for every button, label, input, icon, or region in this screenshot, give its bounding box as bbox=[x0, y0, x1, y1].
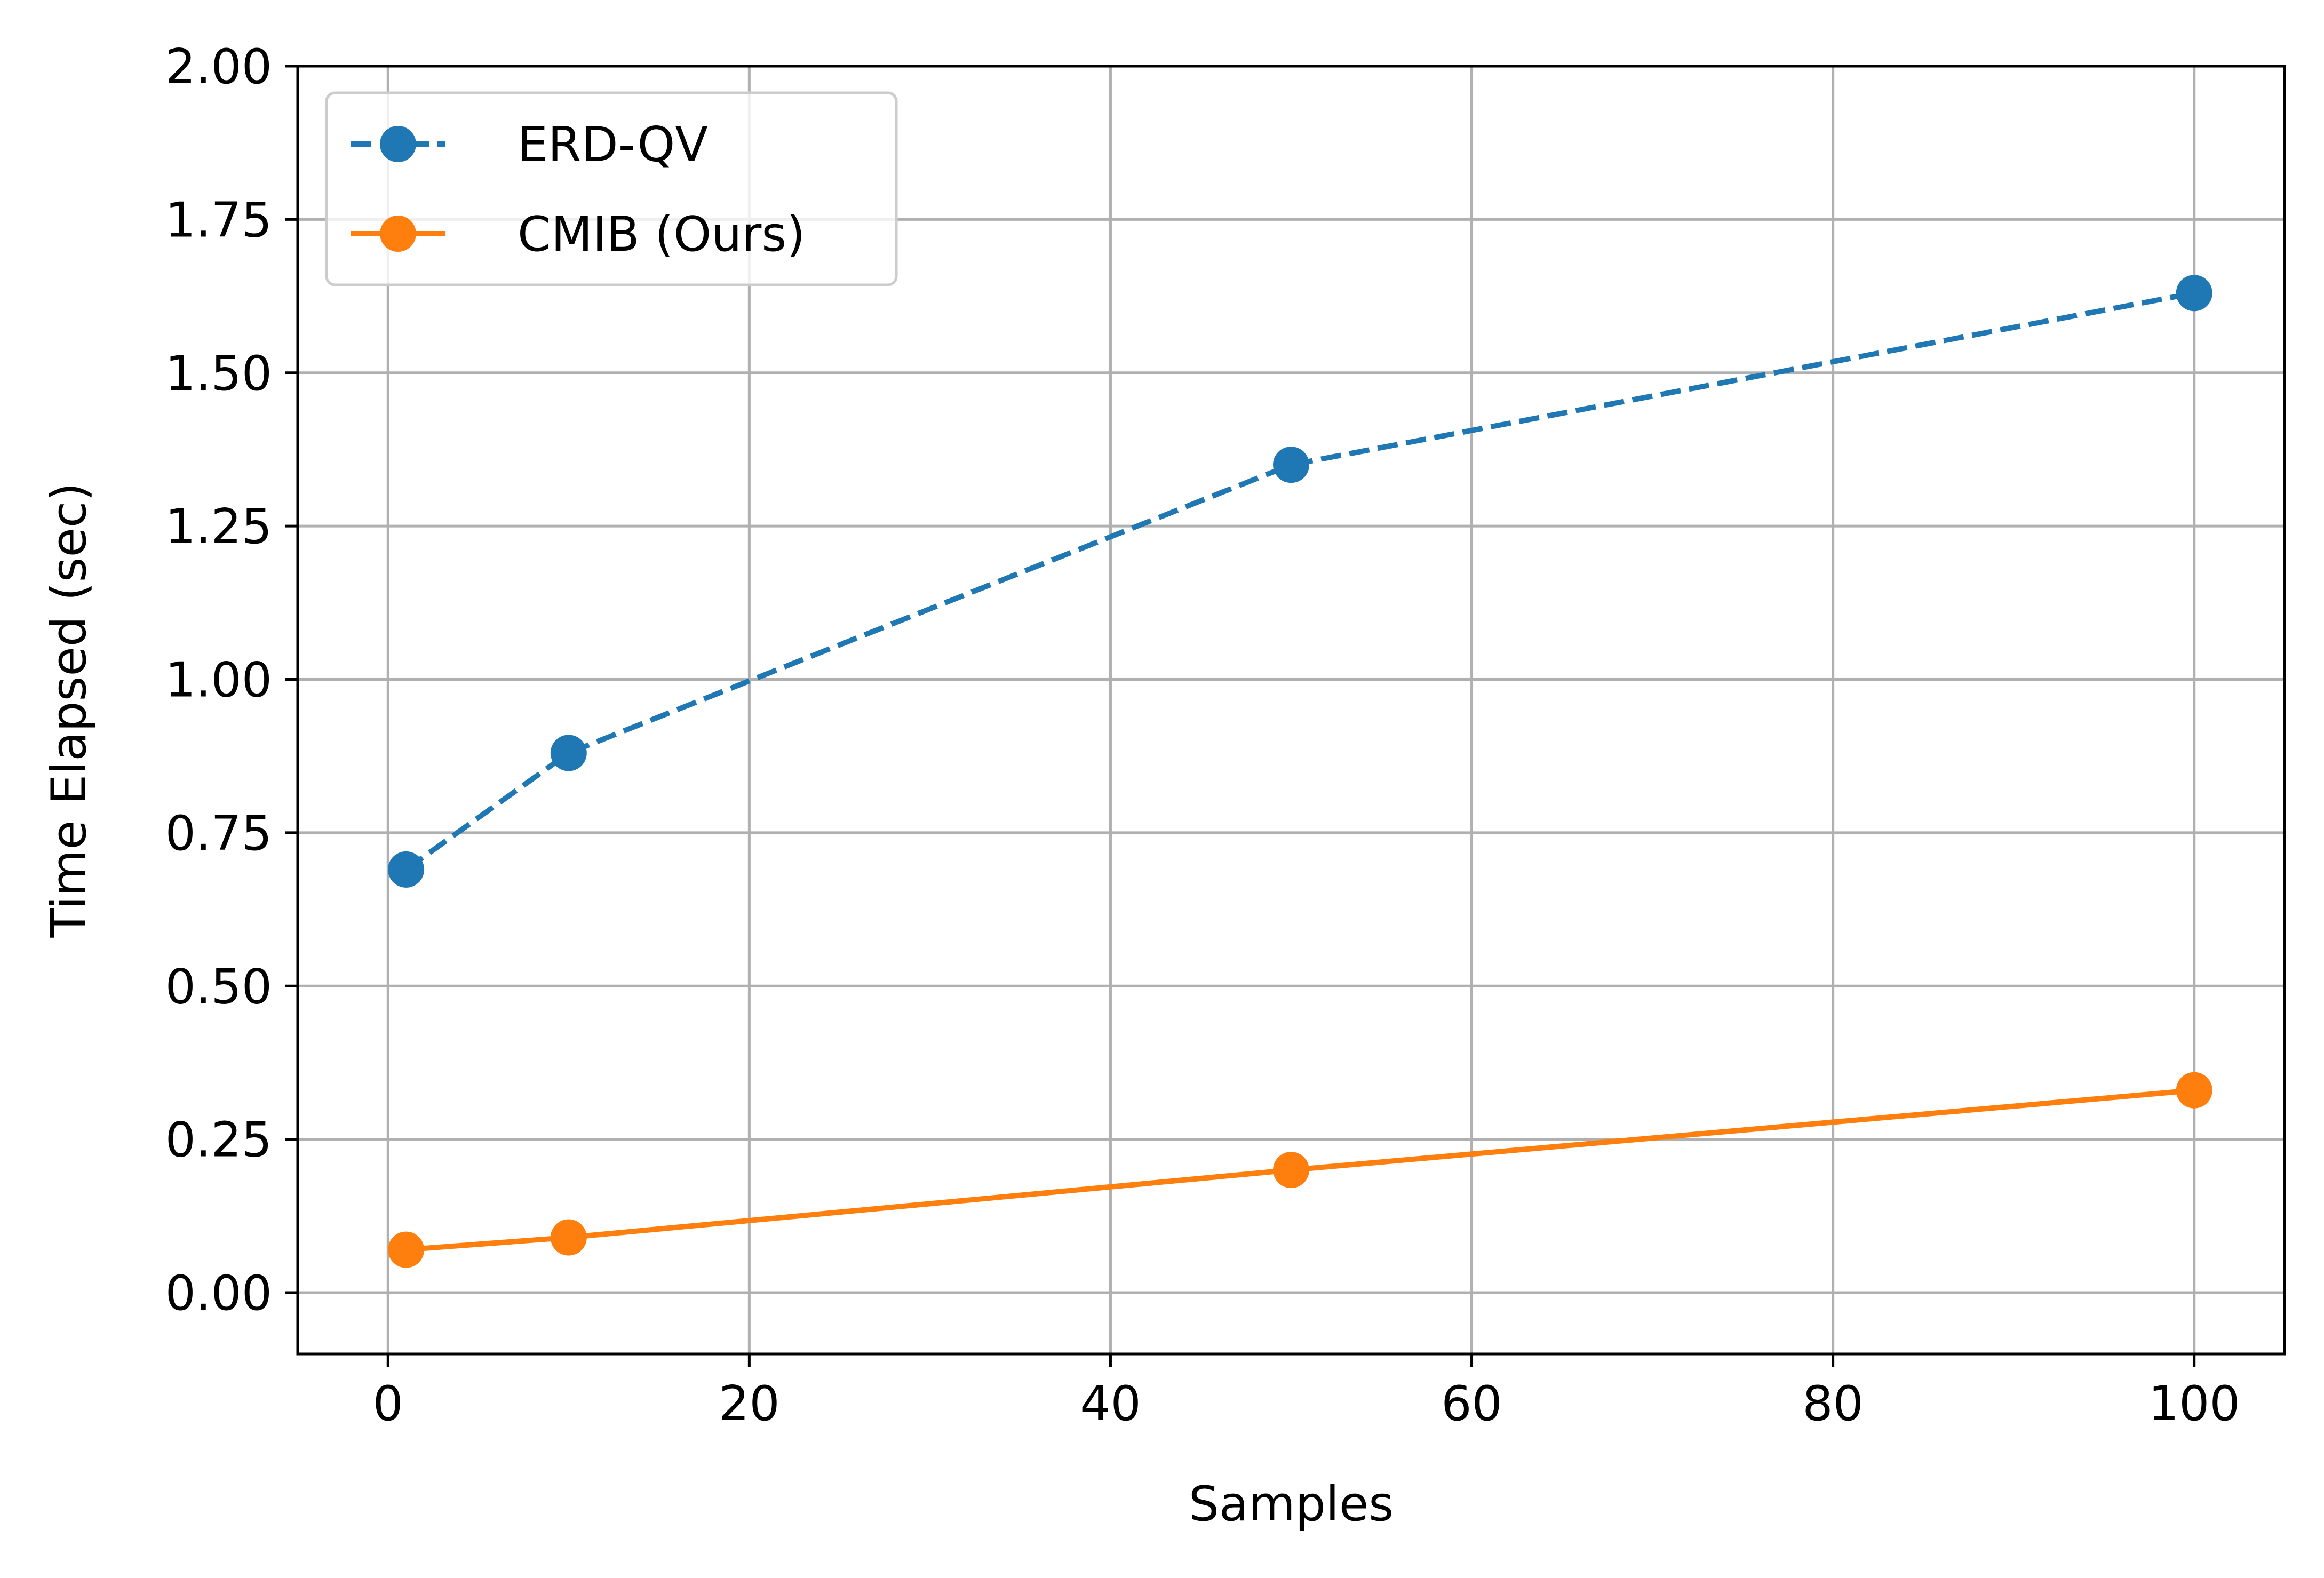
legend-label: CMIB (Ours) bbox=[518, 206, 805, 262]
x-tick-label: 80 bbox=[1802, 1376, 1864, 1432]
data-point bbox=[550, 735, 587, 771]
x-tick-label: 100 bbox=[2148, 1376, 2240, 1432]
data-point bbox=[2176, 1072, 2212, 1109]
ticks: 0 20 40 60 80 100 0.00 0.25 0.50 0.75 1.00 1.25 1.50… bbox=[165, 39, 2240, 1432]
series-line bbox=[404, 290, 2195, 872]
y-tick-label: 0.25 bbox=[165, 1112, 272, 1168]
x-tick-label: 0 bbox=[373, 1376, 403, 1432]
legend-label: ERD-QV bbox=[518, 117, 708, 173]
data-point bbox=[550, 1219, 587, 1256]
series-line bbox=[405, 1087, 2195, 1253]
data-point bbox=[388, 851, 425, 888]
data-point bbox=[1273, 447, 1309, 483]
x-tick-label: 40 bbox=[1080, 1376, 1141, 1432]
y-tick-label: 1.75 bbox=[165, 192, 272, 248]
data-point bbox=[2176, 275, 2212, 312]
legend-marker bbox=[380, 126, 416, 162]
x-tick-label: 20 bbox=[719, 1376, 780, 1432]
legend: ERD-QV CMIB (Ours) bbox=[325, 91, 898, 286]
y-tick-label: 1.25 bbox=[165, 499, 272, 555]
legend-marker bbox=[380, 216, 416, 252]
y-axis-label: Time Elapsed (sec) bbox=[41, 483, 97, 938]
y-tick-label: 2.00 bbox=[165, 39, 272, 95]
x-tick-label: 60 bbox=[1441, 1376, 1502, 1432]
data-point bbox=[388, 1231, 425, 1268]
plot-frame bbox=[296, 65, 2286, 1356]
y-tick-label: 1.00 bbox=[165, 652, 272, 708]
y-tick-label: 0.75 bbox=[165, 806, 272, 862]
y-tick-label: 0.50 bbox=[165, 959, 272, 1015]
series-layer bbox=[388, 275, 2212, 1268]
data-point bbox=[1273, 1152, 1309, 1189]
series-1 bbox=[388, 1072, 2212, 1268]
series-0 bbox=[388, 275, 2212, 888]
y-tick-label: 0.00 bbox=[165, 1265, 272, 1321]
x-axis-label: Samples bbox=[1189, 1476, 1394, 1532]
y-tick-label: 1.50 bbox=[165, 346, 272, 402]
legend-box bbox=[325, 91, 898, 286]
